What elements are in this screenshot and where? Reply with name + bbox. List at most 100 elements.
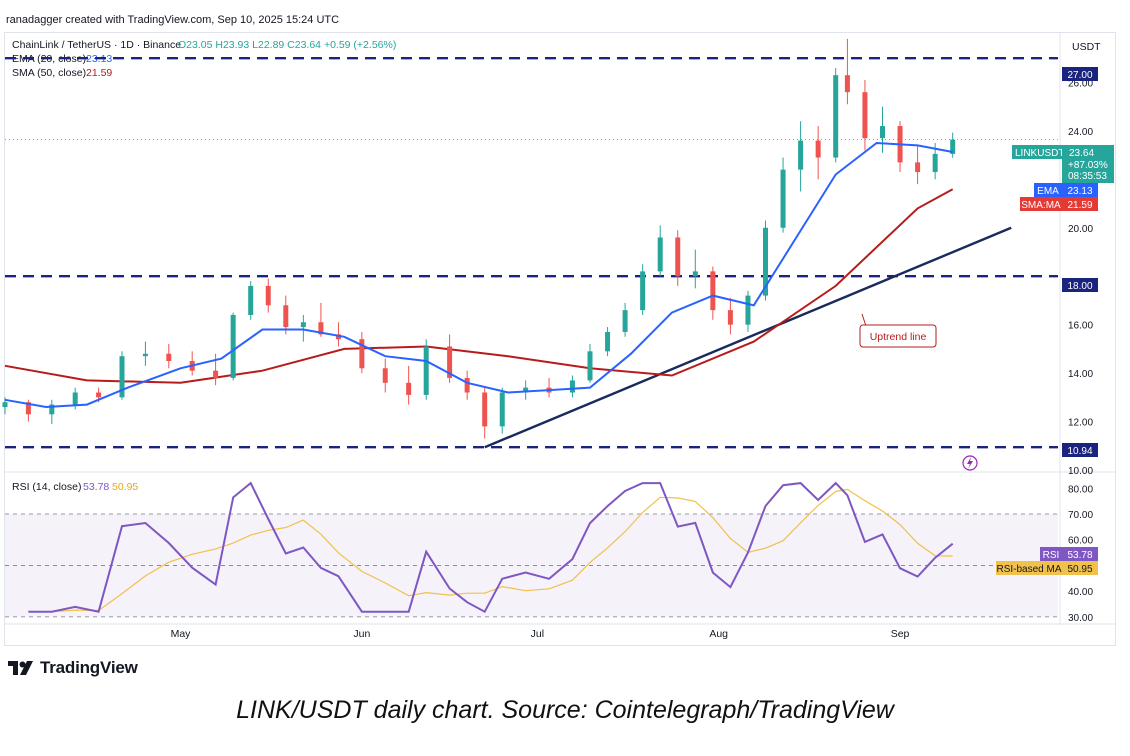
level-27-badge: 27.00	[1062, 67, 1098, 81]
candle-35	[710, 266, 716, 320]
candle-body	[692, 271, 698, 277]
price-tick-2: 20.00	[1068, 224, 1093, 235]
sma-badge-value: 21.59	[1067, 200, 1092, 211]
candle-body	[2, 402, 8, 408]
rsi-line	[28, 481, 954, 614]
candle-15	[318, 302, 324, 337]
candle-body	[142, 353, 148, 357]
rsi-band	[5, 514, 1058, 617]
candle-40	[798, 121, 804, 192]
candle-17	[359, 331, 365, 374]
candle-23	[482, 387, 488, 439]
legend-sma-value: 21.59	[86, 67, 112, 79]
rsi-badge-name: RSI	[1043, 550, 1060, 561]
candle-body	[406, 382, 412, 395]
candle-body	[763, 227, 768, 296]
candle-10	[230, 312, 236, 381]
price-badge-name: LINKUSDT	[1015, 148, 1064, 159]
candle-37	[745, 290, 751, 332]
candle-body	[640, 271, 646, 311]
candle-12	[265, 278, 271, 313]
candle-19	[406, 365, 412, 405]
ema-badge: EMA 23.13	[1034, 183, 1098, 197]
candle-33	[675, 230, 681, 286]
sma-badge-name: SMA:MA	[1021, 200, 1061, 211]
candle-body	[382, 368, 388, 383]
candle-body	[49, 404, 55, 415]
candle-41	[815, 126, 821, 180]
rsi-ma-badge-value: 50.95	[1067, 564, 1092, 575]
candle-29	[605, 327, 611, 357]
candle-body	[119, 356, 125, 398]
candle-7	[166, 344, 172, 369]
rsi-tick-4: 30.00	[1068, 613, 1093, 624]
rsi-layer	[28, 481, 954, 614]
level-27-label: 27.00	[1067, 70, 1092, 81]
rsi-ma-badge-name: RSI-based MA	[996, 564, 1061, 575]
candle-body	[880, 126, 885, 139]
price-tick-1: 24.00	[1068, 127, 1093, 138]
candle-body	[523, 387, 529, 393]
ema-layer	[4, 141, 953, 409]
month-label-may: May	[171, 628, 192, 640]
candle-8	[189, 351, 195, 376]
candle-49	[950, 132, 956, 158]
candle-18	[382, 358, 388, 393]
candle-43	[844, 38, 850, 105]
level-1094-label: 10.94	[1067, 446, 1092, 457]
tradingview-brand: TradingView	[40, 658, 138, 677]
candle-31	[640, 264, 646, 315]
price-badge-value: 23.64	[1069, 148, 1094, 159]
legend-ohlc: O23.05 H23.93 L22.89 C23.64 +0.59 (+2.56…	[178, 39, 396, 51]
candle-27	[569, 375, 575, 398]
candle-body	[745, 295, 751, 325]
price-tick-4: 14.00	[1068, 369, 1093, 380]
rsi-ma-line	[28, 488, 953, 613]
month-label-jul: Jul	[531, 628, 544, 640]
price-badge-change: +87.03%	[1068, 160, 1108, 171]
candle-body	[833, 75, 839, 158]
figure-caption: LINK/USDT daily chart. Source: Cointeleg…	[236, 696, 894, 724]
candle-body	[359, 339, 365, 369]
rsi-axis-ticks: 80.00 70.00 60.00 40.00 30.00	[1068, 484, 1093, 624]
candle-34	[692, 249, 698, 289]
price-tick-3: 16.00	[1068, 321, 1093, 332]
lightning-icon[interactable]	[962, 455, 978, 471]
candle-body	[283, 305, 289, 328]
current-price-badge: LINKUSDT 23.64 +87.03% 08:35:53	[1012, 145, 1114, 183]
rsi-badge: RSI 53.78	[1040, 547, 1098, 561]
rsi-tick-1: 70.00	[1068, 510, 1093, 521]
candle-body	[318, 322, 324, 335]
level-18-badge: 18.00	[1062, 278, 1098, 292]
candle-body	[499, 392, 505, 427]
price-chart[interactable]: ChainLink / TetherUS · 1D · Binance O23.…	[0, 0, 1130, 650]
rsi-legend-ma-value: 50.95	[112, 481, 138, 493]
uptrend-annotation[interactable]: Uptrend line	[859, 313, 937, 348]
candle-body	[710, 271, 716, 311]
candle-body	[166, 353, 172, 361]
month-label-aug: Aug	[709, 628, 728, 640]
candle-body	[482, 392, 488, 427]
level-1094-badge: 10.94	[1062, 443, 1098, 457]
sma-line	[4, 188, 954, 384]
candle-body	[780, 169, 786, 228]
candle-body	[423, 346, 429, 395]
horizontal-levels	[5, 57, 1058, 449]
candle-body	[798, 140, 804, 170]
tradingview-logo[interactable]: TradingView	[8, 658, 138, 678]
candle-22	[464, 370, 470, 400]
candle-body	[230, 314, 236, 378]
month-label-sep: Sep	[891, 628, 910, 640]
sma-layer	[4, 188, 954, 384]
uptrend-line-layer	[484, 226, 1012, 449]
candle-30	[622, 302, 628, 337]
month-label-jun: Jun	[353, 628, 370, 640]
candle-body	[932, 153, 938, 173]
candle-body	[862, 92, 868, 139]
candle-body	[675, 237, 681, 277]
candle-39	[780, 157, 786, 233]
tradingview-logo-icon	[8, 661, 33, 675]
candle-45	[880, 106, 885, 153]
candle-24	[499, 387, 505, 434]
candle-21	[447, 334, 453, 383]
